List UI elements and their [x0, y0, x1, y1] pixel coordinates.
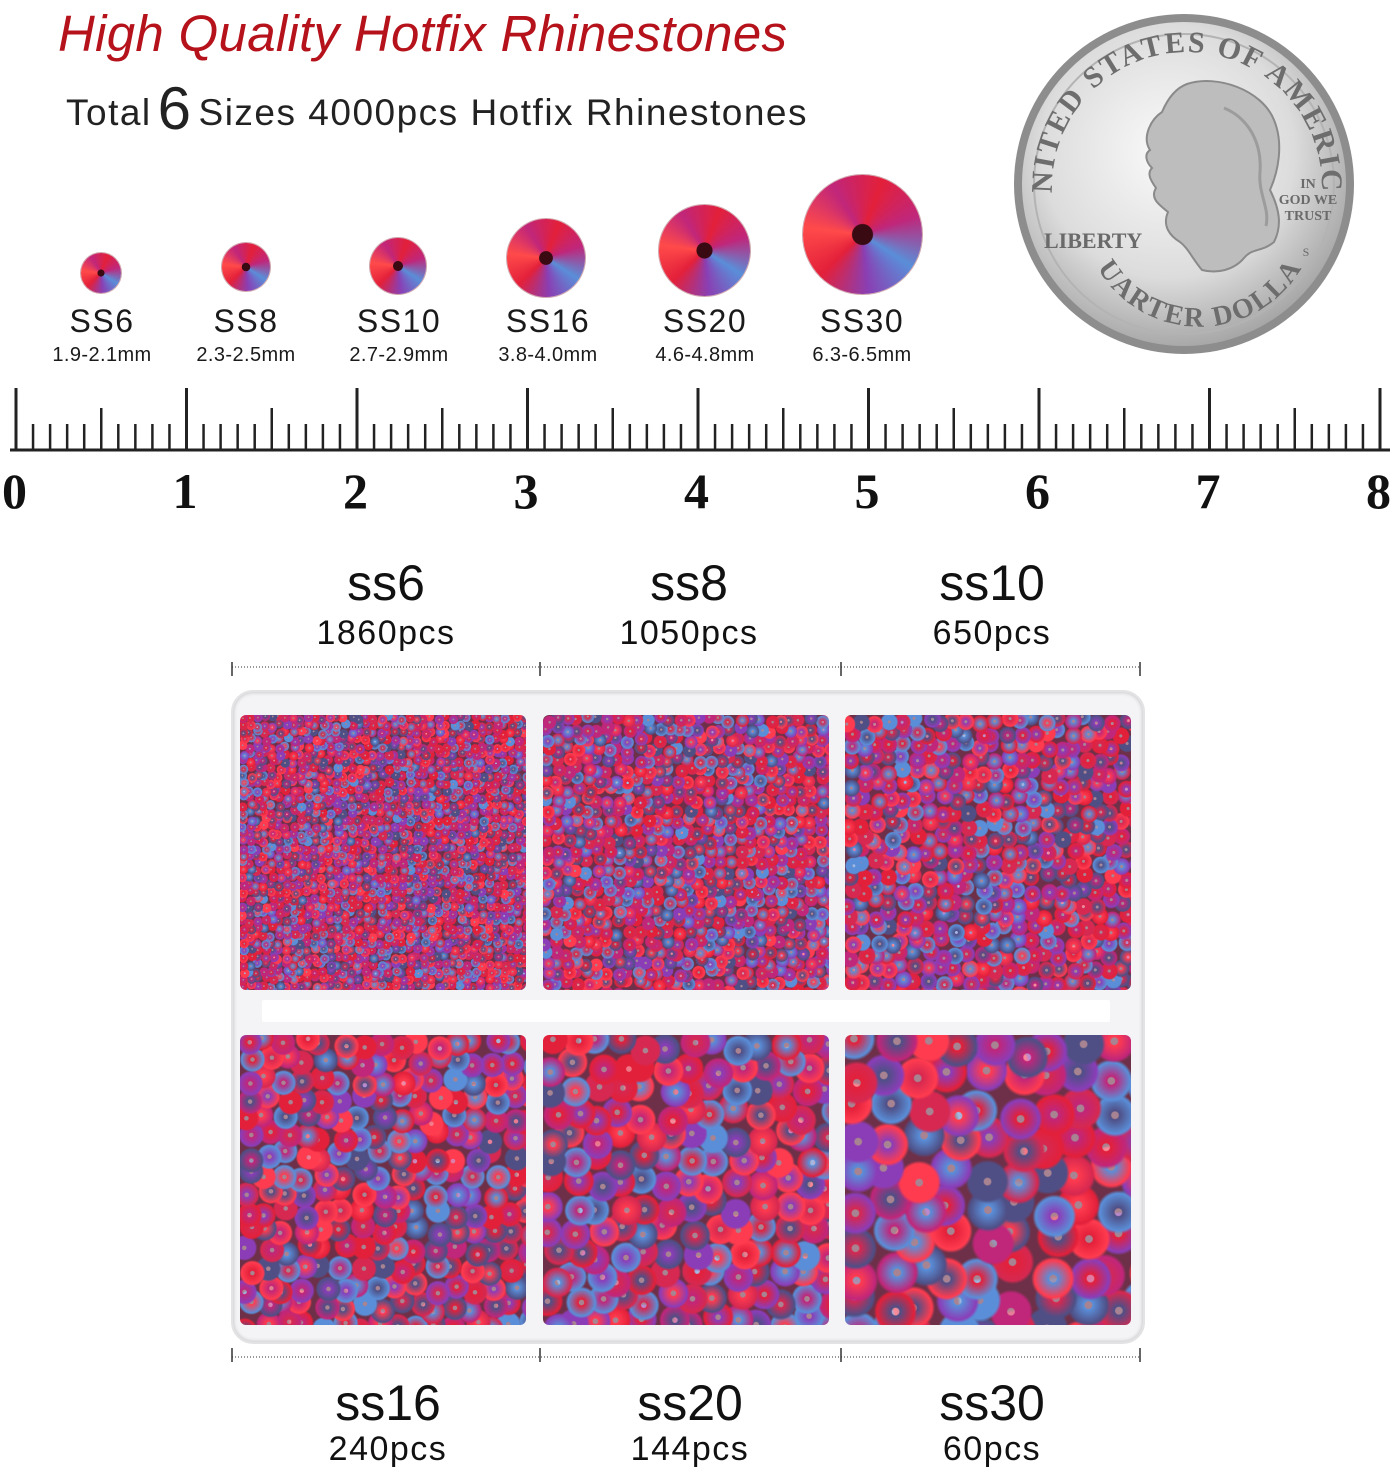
size-mm: 3.8-4.0mm [498, 344, 598, 366]
box-divider [262, 1000, 1110, 1022]
caption-count: 650pcs [932, 614, 1052, 652]
size-label-ss30: SS30 6.3-6.5mm [782, 303, 942, 367]
caption-code: ss20 [637, 1375, 743, 1431]
size-code: SS10 [356, 303, 442, 339]
size-label-ss16: SS16 3.8-4.0mm [468, 303, 628, 367]
ruler-number: 0 [2, 463, 27, 519]
ruler-number: 7 [1195, 463, 1221, 519]
gem-sample-ss20 [659, 205, 750, 296]
size-mm: 4.6-4.8mm [655, 344, 755, 366]
coin-motto-line3: TRUST [1285, 209, 1332, 224]
size-mm: 2.7-2.9mm [349, 344, 449, 366]
gem-sample-ss10 [370, 238, 426, 294]
quarter-coin: UNITED STATES OF AMERICA QUARTER DOLLAR … [1012, 12, 1354, 354]
caption-code: ss16 [335, 1375, 441, 1431]
size-code: SS20 [662, 303, 748, 339]
size-mm: 2.3-2.5mm [196, 344, 296, 366]
caption-ss20: ss20 144pcs [540, 1378, 840, 1469]
caption-count: 1050pcs [619, 614, 759, 652]
ruler-number: 6 [1025, 463, 1050, 519]
gem-sample-ss8 [222, 243, 270, 291]
size-label-ss10: SS10 2.7-2.9mm [319, 303, 479, 367]
size-label-ss6: SS6 1.9-2.1mm [22, 303, 182, 367]
coin-liberty-text: LIBERTY [1044, 228, 1142, 253]
ruler-number: 3 [513, 463, 539, 519]
subtitle-prefix: Total [66, 92, 152, 133]
subtitle-size-count: 6 [157, 75, 193, 142]
ruler-number: 4 [684, 463, 709, 519]
caption-count: 1860pcs [316, 614, 456, 652]
caption-ss8: ss8 1050pcs [539, 558, 839, 653]
caption-ss6: ss6 1860pcs [236, 558, 536, 653]
coin-motto-line1: IN [1300, 177, 1316, 192]
caption-ss30: ss30 60pcs [842, 1378, 1142, 1469]
gem-sample-ss30 [803, 175, 922, 294]
caption-count: 60pcs [942, 1430, 1042, 1468]
subtitle-suffix: Sizes 4000pcs Hotfix Rhinestones [198, 92, 808, 133]
caption-count: 240pcs [328, 1430, 448, 1468]
size-code: SS6 [69, 303, 135, 339]
size-code: SS8 [213, 303, 279, 339]
compartment-ss8 [543, 715, 829, 990]
coin-motto-line2: GOD WE [1279, 193, 1337, 208]
compartment-ss16 [240, 1035, 526, 1325]
compartment-ss10 [845, 715, 1131, 990]
size-mm: 1.9-2.1mm [52, 344, 152, 366]
size-label-ss20: SS20 4.6-4.8mm [625, 303, 785, 367]
size-mm: 6.3-6.5mm [812, 344, 912, 366]
product-title: High Quality Hotfix Rhinestones [58, 5, 788, 62]
ruler [10, 388, 1390, 452]
washington-profile [1145, 80, 1281, 273]
caption-code: ss8 [650, 555, 728, 611]
size-code: SS16 [505, 303, 591, 339]
compartment-ss6 [240, 715, 526, 990]
caption-code: ss30 [939, 1375, 1045, 1431]
gem-sample-ss16 [507, 219, 585, 297]
compartment-ss30 [845, 1035, 1131, 1325]
size-label-ss8: SS8 2.3-2.5mm [166, 303, 326, 367]
size-code: SS30 [819, 303, 905, 339]
caption-code: ss10 [939, 555, 1045, 611]
gem-sample-ss6 [81, 253, 121, 293]
caption-ss16: ss16 240pcs [238, 1378, 538, 1469]
ruler-number: 5 [854, 463, 880, 519]
ruler-number: 8 [1366, 463, 1391, 519]
compartment-ss20 [543, 1035, 829, 1325]
caption-code: ss6 [347, 555, 425, 611]
product-subtitle: Total 6 Sizes 4000pcs Hotfix Rhinestones [66, 74, 808, 143]
caption-ss10: ss10 650pcs [842, 558, 1142, 653]
ruler-number: 1 [172, 463, 198, 519]
caption-count: 144pcs [630, 1430, 750, 1468]
ruler-number: 2 [343, 463, 368, 519]
coin-mint-mark: S [1303, 245, 1310, 259]
